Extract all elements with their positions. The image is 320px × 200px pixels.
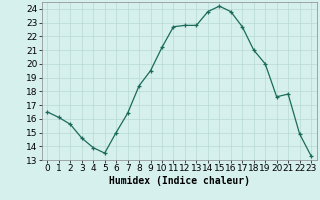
X-axis label: Humidex (Indice chaleur): Humidex (Indice chaleur) [109,176,250,186]
